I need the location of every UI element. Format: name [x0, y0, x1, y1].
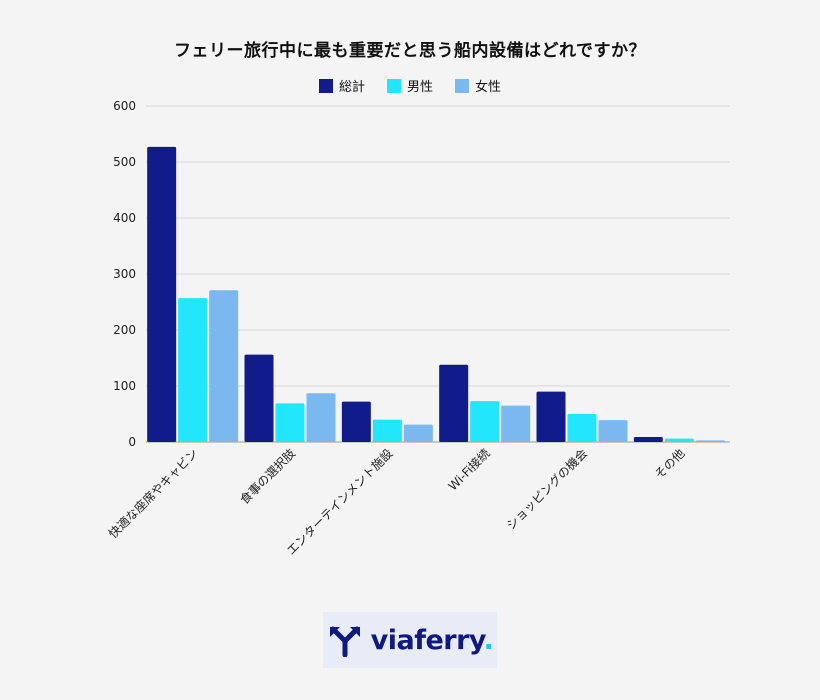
- bar-male: [470, 401, 500, 442]
- bar-female: [501, 405, 531, 442]
- bar-male: [178, 298, 208, 442]
- bar-total: [244, 354, 274, 442]
- y-tick-label: 100: [113, 379, 136, 393]
- bar-male: [567, 414, 597, 442]
- y-axis-tick-labels: 0 100 200 300 400 500 600: [113, 99, 136, 449]
- bar-total: [536, 391, 566, 442]
- bar-female: [403, 424, 433, 442]
- chart-legend: 総計 男性 女性: [0, 76, 820, 95]
- x-tick-label: ショッピングの機会: [503, 446, 590, 533]
- legend-label-male: 男性: [406, 80, 433, 95]
- bars: [147, 146, 725, 442]
- viaferry-logo-text: viaferry.: [371, 625, 494, 656]
- bar-total: [147, 146, 177, 442]
- legend-item-female: 女性: [455, 76, 501, 95]
- logo-dot: .: [483, 624, 494, 656]
- x-tick-label: Wi-Fi接続: [445, 446, 493, 494]
- bar-male: [275, 403, 305, 442]
- viaferry-logo: viaferry.: [323, 612, 497, 668]
- x-tick-label: エンターテインメント施設: [283, 446, 395, 558]
- bar-male: [664, 438, 694, 442]
- grid-lines: [146, 105, 730, 443]
- x-tick-label: その他: [652, 446, 687, 481]
- y-tick-label: 600: [113, 99, 136, 113]
- legend-label-total: 総計: [338, 80, 365, 95]
- bar-female: [695, 440, 725, 442]
- legend-swatch-total: [318, 78, 333, 93]
- y-tick-label: 400: [113, 211, 136, 225]
- legend-swatch-female: [455, 78, 469, 93]
- legend-swatch-male: [386, 78, 401, 93]
- bar-total: [341, 401, 371, 442]
- logo-word: viaferry: [370, 624, 484, 656]
- y-tick-label: 0: [128, 435, 136, 449]
- bar-female: [306, 393, 336, 442]
- legend-label-female: 女性: [475, 80, 502, 95]
- bar-female: [598, 420, 628, 442]
- bar-total: [439, 364, 469, 442]
- bar-female: [209, 290, 239, 442]
- chart-title: フェリー旅行中に最も重要だと思う船内設備はどれですか？: [174, 41, 646, 61]
- y-tick-label: 300: [113, 267, 136, 281]
- bar-male: [372, 419, 402, 442]
- viaferry-arrows-icon: [329, 626, 360, 657]
- x-tick-label: 食事の選択肢: [237, 446, 299, 508]
- legend-item-total: 総計: [318, 76, 365, 95]
- bar-chart: 0 100 200 300 400 500 600 快適な座席やキャビン 食事の選択肢エンター…: [105, 99, 730, 558]
- legend-item-male: 男性: [386, 76, 433, 95]
- y-tick-label: 200: [113, 323, 136, 337]
- y-tick-label: 500: [113, 155, 136, 169]
- x-tick-label: 快適な座席やキャビン: [105, 446, 200, 541]
- bar-total: [633, 436, 663, 442]
